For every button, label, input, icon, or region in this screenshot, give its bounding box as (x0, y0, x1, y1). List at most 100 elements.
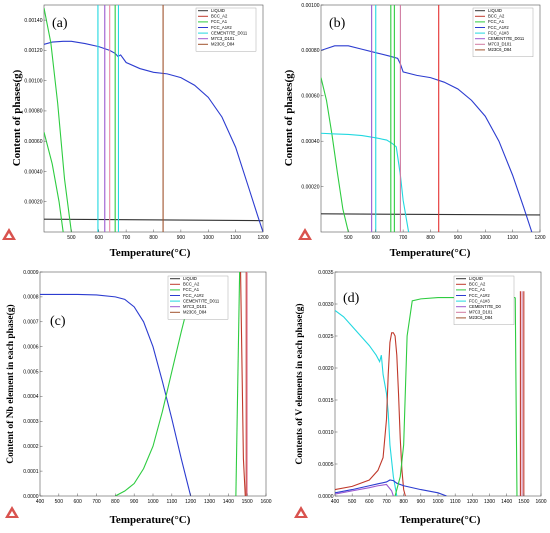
x-tick-label: 600 (95, 235, 104, 241)
x-tick-label: 500 (67, 235, 76, 241)
legend-label: M7C3_D101 (469, 310, 493, 315)
x-tick-label: 700 (92, 499, 101, 505)
x-tick-label: 700 (399, 235, 408, 241)
y-tick-label: 0.0004 (23, 394, 39, 400)
y-axis-title-c: Content of Nb element in each phase(g) (5, 304, 16, 463)
panel-label-d: (d) (343, 291, 360, 306)
legend-label: CEMENTITE_D0 (469, 304, 502, 309)
x-axis-title-b: Temperature(°C) (390, 247, 471, 259)
x-tick-labels-d: 400 500 600 700 800 900 1000 1100 1200 1300 1400 15… (331, 493, 547, 505)
x-tick-label: 1400 (501, 499, 512, 505)
legend-label: LIQUID (183, 276, 197, 281)
x-tick-label: 800 (111, 499, 120, 505)
x-tick-label: 600 (372, 235, 381, 241)
panel-label-a: (a) (52, 16, 68, 31)
x-tick-label: 1100 (450, 499, 461, 505)
x-tick-label: 600 (73, 499, 82, 505)
legend-label: M23C6_D84 (469, 315, 493, 320)
y-tick-label: 0.0005 (318, 462, 334, 468)
series-line-c-0 (40, 293, 192, 496)
y-tick-label: 0.0030 (318, 302, 334, 308)
series-line-d-5 (514, 297, 518, 496)
y-tick-labels-b: 0.00020 0.00040 0.00060 0.00080 0.00100 (301, 3, 324, 190)
series-line-c-3 (240, 272, 246, 496)
series-line-d-2 (335, 479, 447, 496)
legend-label: FCC_A1 (488, 19, 505, 24)
x-tick-label: 800 (426, 235, 435, 241)
legend-label: M7C3_D101 (488, 42, 512, 47)
y-tick-label: 0.0010 (318, 430, 334, 436)
legend-label: FCC_A1#2 (183, 293, 204, 298)
legend-label: CEMENTITE_D011 (183, 298, 220, 303)
thermo-calc-logo-c (5, 506, 19, 518)
y-tick-label: 0.00100 (301, 3, 319, 9)
thermo-calc-logo-a (2, 228, 16, 240)
x-tick-label: 1200 (257, 235, 268, 241)
x-tick-label: 700 (122, 235, 131, 241)
x-tick-label: 1000 (147, 499, 158, 505)
x-tick-label: 1000 (432, 499, 443, 505)
legend-label: FCC_A1#2 (211, 25, 232, 30)
y-tick-label: 0.00020 (24, 200, 42, 206)
x-tick-label: 1100 (166, 499, 177, 505)
x-tick-label: 500 (344, 235, 353, 241)
x-tick-label: 800 (399, 499, 408, 505)
y-tick-label: 0.00080 (301, 48, 319, 54)
y-tick-label: 0.0006 (23, 344, 39, 350)
series-line-a-3 (44, 131, 64, 232)
x-tick-label: 500 (348, 499, 357, 505)
x-tick-label: 1100 (230, 235, 241, 241)
legend-label: M23C6_D84 (211, 42, 235, 47)
series-group-a (44, 5, 263, 232)
x-tick-label: 900 (454, 235, 463, 241)
y-tick-label: 0.00140 (24, 18, 42, 24)
x-tick-label: 800 (149, 235, 158, 241)
x-tick-label: 400 (36, 499, 45, 505)
y-tick-label: 0.00120 (24, 48, 42, 54)
x-tick-label: 1600 (535, 499, 546, 505)
x-axis-title-c: Temperature(°C) (110, 514, 191, 526)
x-tick-label: 1200 (534, 235, 545, 241)
y-tick-label: 0.0003 (23, 419, 39, 425)
y-axis-title-d: Contents of V elements in each phase(g) (294, 303, 305, 464)
legend-label: FCC_A1 (469, 287, 486, 292)
y-tick-label: 0.0007 (23, 320, 39, 326)
legend-b: LIQUIDBCC_A2FCC_A1FCC_A1#2FCC_A1#3CEMENT… (472, 7, 534, 57)
thermo-calc-logo-d (294, 506, 308, 518)
y-tick-label: 0.00080 (24, 109, 42, 115)
panel-b: 500 600 700 800 900 1000 1100 1200 0.000200.000… (283, 3, 546, 259)
series-line-b-3 (321, 132, 410, 232)
y-tick-labels-c: 0.0000 0.0001 0.0002 0.0003 0.0004 0.0005 0.00… (23, 270, 43, 500)
x-tick-labels-a: 500 600 700 800 900 1000 1100 1200 (67, 229, 269, 241)
series-group-d (335, 291, 525, 496)
y-tick-label: 0.0025 (318, 334, 334, 340)
x-tick-label: 900 (177, 235, 186, 241)
legend-label: M7C3_D101 (183, 304, 207, 309)
legend-label: FCC_A1#3 (488, 30, 509, 35)
y-axis-title-a: Content of phases(g) (11, 69, 23, 166)
legend-label: CEMENTITE_D011 (488, 36, 525, 41)
legend-label: CEMENTITE_D011 (211, 30, 248, 35)
legend-label: LIQUID (211, 8, 225, 13)
series-line-a-1 (44, 40, 263, 232)
x-tick-label: 1100 (507, 235, 518, 241)
legend-a: LIQUIDBCC_A2FCC_A1FCC_A1#2CEMENTITE_D011… (195, 7, 257, 52)
x-tick-label: 1200 (185, 499, 196, 505)
x-tick-label: 1500 (242, 499, 253, 505)
legend-label: M23C6_D84 (183, 310, 207, 315)
legend-label: M23C6_D84 (488, 47, 512, 52)
series-line-d-0 (335, 309, 398, 496)
x-tick-labels-b: 500 600 700 800 900 1000 1100 1200 (344, 229, 546, 241)
x-axis-title-d: Temperature(°C) (400, 514, 481, 526)
legend-label: BCC_A2 (211, 14, 228, 19)
series-line-d-1 (335, 332, 406, 496)
y-tick-label: 0.0009 (23, 270, 39, 276)
x-tick-label: 900 (130, 499, 139, 505)
legend-label: FCC_A1#2 (469, 293, 490, 298)
x-tick-label: 700 (382, 499, 391, 505)
y-tick-label: 0.0035 (318, 270, 334, 276)
y-tick-label: 0.0000 (318, 494, 334, 500)
x-tick-label: 1200 (467, 499, 478, 505)
x-tick-label: 900 (417, 499, 426, 505)
